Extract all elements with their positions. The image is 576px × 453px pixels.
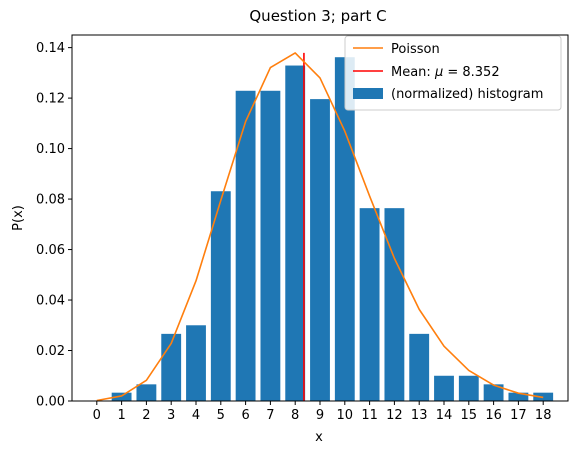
y-tick-label: 0.04 (36, 294, 65, 309)
histogram-bar (310, 99, 330, 402)
x-tick-label: 10 (337, 408, 354, 423)
legend-mean-label: Mean: μ = 8.352 (391, 65, 500, 80)
x-tick-label: 6 (241, 408, 249, 423)
y-axis: 0.00 0.02 0.04 0.06 0.08 0.10 0.12 0.14 (36, 41, 72, 410)
y-tick-label: 0.12 (36, 92, 65, 107)
legend-histogram-swatch (353, 88, 383, 99)
histogram-bar (111, 392, 132, 401)
histogram-bar (210, 191, 231, 401)
y-tick-label: 0.02 (36, 344, 65, 359)
x-tick-label: 7 (266, 408, 274, 423)
histogram-bar (186, 325, 206, 401)
x-axis: 0 1 2 3 4 5 6 7 8 9 10 11 12 13 14 15 16 17 18 (93, 401, 552, 423)
x-tick-label: 0 (93, 408, 101, 423)
x-tick-label: 13 (411, 408, 428, 423)
y-tick-label: 0.08 (36, 193, 65, 208)
histogram-bar (235, 90, 256, 401)
x-tick-label: 8 (291, 408, 299, 423)
legend: Poisson Mean: μ = 8.352 (normalized) his… (344, 35, 562, 111)
x-tick-label: 3 (167, 408, 175, 423)
x-tick-label: 9 (316, 408, 324, 423)
x-axis-label: x (315, 430, 323, 445)
poisson-line-group (96, 52, 544, 402)
y-tick-label: 0.06 (36, 243, 65, 258)
legend-poisson-label: Poisson (391, 42, 440, 57)
poisson-line (96, 52, 544, 402)
x-tick-label: 16 (485, 408, 502, 423)
y-tick-label: 0.10 (36, 142, 65, 157)
x-tick-label: 12 (386, 408, 403, 423)
x-tick-label: 1 (117, 408, 125, 423)
x-tick-label: 18 (535, 408, 552, 423)
x-tick-label: 14 (436, 408, 453, 423)
histogram-bar (508, 392, 529, 401)
legend-box (344, 35, 562, 111)
x-tick-label: 2 (142, 408, 150, 423)
x-tick-label: 15 (461, 408, 478, 423)
chart-title: Question 3; part C (249, 7, 386, 25)
legend-histogram-label: (normalized) histogram (391, 87, 543, 102)
histogram-bar (136, 384, 157, 401)
x-tick-label: 17 (510, 408, 527, 423)
histogram-bar (359, 208, 380, 401)
y-axis-label: P(x) (11, 205, 26, 231)
y-tick-label: 0.00 (36, 395, 65, 410)
histogram-bar (483, 384, 504, 401)
histogram-bar (409, 333, 430, 401)
histogram-bar (285, 65, 306, 401)
histogram-bar (434, 375, 454, 401)
histogram-bar (458, 375, 479, 401)
x-tick-label: 4 (192, 408, 200, 423)
x-tick-label: 5 (217, 408, 225, 423)
histogram-bar (384, 208, 405, 401)
x-tick-label: 11 (361, 408, 378, 423)
histogram-bar (260, 90, 281, 401)
y-tick-label: 0.14 (36, 41, 65, 56)
